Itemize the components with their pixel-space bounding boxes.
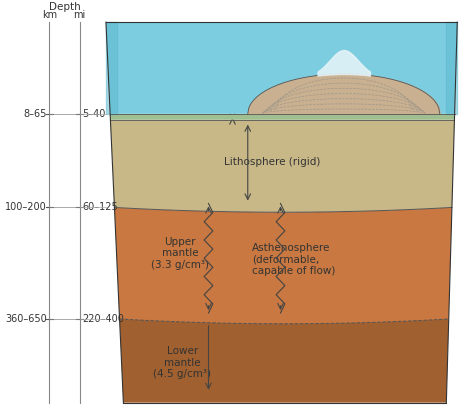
Text: 5–40: 5–40 xyxy=(82,109,105,119)
Text: 360–650: 360–650 xyxy=(5,314,47,324)
Text: 8–65: 8–65 xyxy=(24,109,47,119)
Polygon shape xyxy=(114,207,452,324)
Text: Oceanic crust
(rigid) (2.9 g/cm³): Oceanic crust (rigid) (2.9 g/cm³) xyxy=(128,70,215,91)
Text: 60–125: 60–125 xyxy=(82,202,118,213)
Polygon shape xyxy=(119,319,449,403)
Text: 220–400: 220–400 xyxy=(82,314,124,324)
Text: Asthenosphere
(deformable,
capable of flow): Asthenosphere (deformable, capable of fl… xyxy=(252,243,336,276)
Text: Continental crust
(rigid) (2.7 g/cm³): Continental crust (rigid) (2.7 g/cm³) xyxy=(324,38,411,60)
Text: Lithosphere (rigid): Lithosphere (rigid) xyxy=(224,157,320,166)
Text: 100–200: 100–200 xyxy=(5,202,47,213)
Text: Lower
mantle
(4.5 g/cm³): Lower mantle (4.5 g/cm³) xyxy=(153,346,211,379)
Polygon shape xyxy=(106,22,457,114)
Polygon shape xyxy=(110,114,455,120)
Text: Depth: Depth xyxy=(49,2,81,12)
Text: Ocean water
(1 g/cm³): Ocean water (1 g/cm³) xyxy=(115,46,177,68)
Text: Upper
mantle
(3.3 g/cm³): Upper mantle (3.3 g/cm³) xyxy=(151,237,209,270)
Polygon shape xyxy=(110,120,455,212)
Text: km: km xyxy=(42,10,57,20)
Text: mi: mi xyxy=(74,10,86,20)
